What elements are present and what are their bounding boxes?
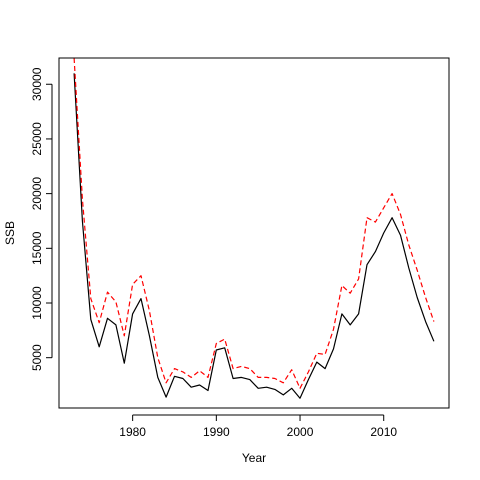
x-tick-label: 1990 [203,425,230,439]
y-tick-label: 30000 [30,67,44,101]
y-tick-label: 20000 [30,177,44,211]
y-axis: 5000 10000 15000 20000 25000 30000 [30,67,53,371]
y-tick-label: 10000 [30,286,44,320]
series-layer [73,57,435,399]
x-axis-label: Year [242,451,266,465]
x-tick-label: 2000 [287,425,314,439]
x-axis: 1980 1990 2000 2010 [119,414,397,439]
x-tick-label: 2010 [370,425,397,439]
series-line-2-dashed [73,57,435,389]
y-tick-label: 25000 [30,122,44,156]
series-line-1-solid [73,73,435,399]
y-tick-label: 5000 [30,344,44,371]
y-axis-label: SSB [3,221,17,245]
y-tick-label: 15000 [30,231,44,265]
x-tick-label: 1980 [119,425,146,439]
plot-frame [58,57,450,409]
